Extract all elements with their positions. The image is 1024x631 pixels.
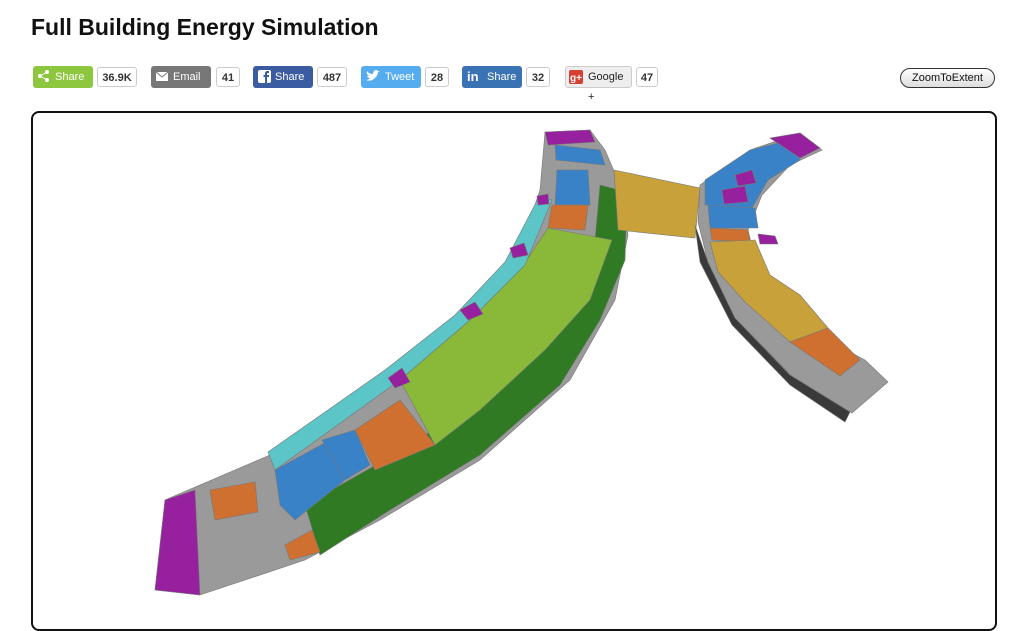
email-button[interactable]: Email xyxy=(151,66,211,88)
building-render xyxy=(154,129,889,596)
facebook-icon xyxy=(258,70,271,83)
zoom-to-extent-button[interactable]: ZoomToExtent xyxy=(900,68,995,88)
button-label: Tweet xyxy=(385,71,415,83)
share-count: 36.9K xyxy=(97,67,137,87)
button-label: Share xyxy=(275,71,305,83)
email-icon xyxy=(156,71,168,81)
button-label: Share xyxy=(487,71,517,83)
facebook-button[interactable]: Share xyxy=(253,66,313,88)
linkedin-icon: in xyxy=(467,70,479,82)
share-icon xyxy=(38,70,49,82)
button-label: Email xyxy=(173,71,201,83)
button-label: Google + xyxy=(588,71,624,103)
page: Full Building Energy Simulation Share 36… xyxy=(31,14,997,631)
viewport xyxy=(31,111,997,631)
svg-text:in: in xyxy=(467,70,479,82)
email-count: 41 xyxy=(216,67,240,87)
linkedin-count: 32 xyxy=(526,67,550,87)
twitter-button[interactable]: Tweet xyxy=(361,66,421,88)
google-count: 47 xyxy=(636,67,658,87)
facebook-count: 487 xyxy=(317,67,347,87)
google-button[interactable]: g+ Google + xyxy=(565,66,632,103)
twitter-icon xyxy=(366,70,380,81)
svg-text:g+: g+ xyxy=(570,73,582,84)
share-button[interactable]: Share xyxy=(33,66,93,88)
twitter-count: 28 xyxy=(425,67,449,87)
page-title: Full Building Energy Simulation xyxy=(31,14,379,40)
google-icon: g+ xyxy=(569,70,583,84)
button-label: Share xyxy=(55,71,85,83)
linkedin-button[interactable]: in Share xyxy=(462,66,522,88)
